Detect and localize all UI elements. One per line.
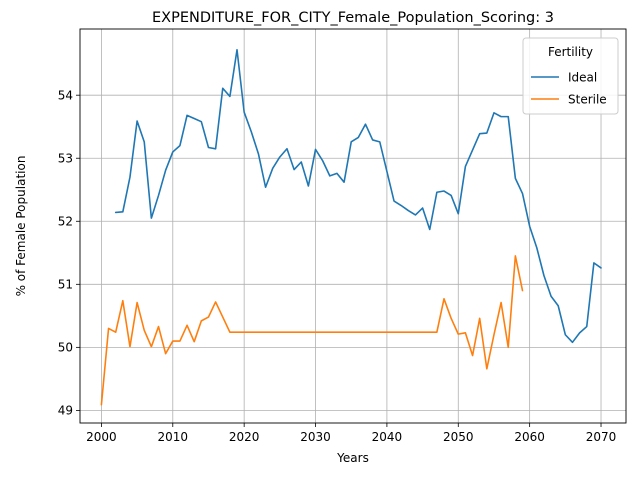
- series-line-ideal: [114, 48, 602, 344]
- y-tick-label: 50: [58, 341, 73, 355]
- series-line-sterile: [100, 255, 524, 406]
- legend-box: [522, 37, 619, 115]
- y-tick-label: 52: [58, 215, 73, 229]
- legend: Fertility Ideal Sterile: [522, 37, 619, 115]
- axis-ticks: 2000 2010 2020 2030 2040 2050 2060 2070 49 50 51 52…: [58, 88, 617, 444]
- legend-entries: Ideal Sterile: [531, 70, 607, 106]
- x-tick-label: 2010: [158, 430, 189, 444]
- y-tick-label: 54: [58, 88, 73, 102]
- series-lines: [100, 48, 602, 406]
- plot-area-frame: [79, 28, 627, 424]
- x-tick-label: 2070: [586, 430, 617, 444]
- y-tick-label: 53: [58, 152, 73, 166]
- x-tick-label: 2060: [514, 430, 545, 444]
- legend-label-sterile: Sterile: [568, 92, 607, 106]
- x-axis-label: Years: [336, 451, 369, 465]
- x-tick-label: 2020: [229, 430, 260, 444]
- y-axis-label: % of Female Population: [14, 156, 28, 297]
- legend-label-ideal: Ideal: [568, 70, 597, 84]
- y-tick-label: 49: [58, 404, 73, 418]
- legend-title: Fertility: [548, 45, 593, 59]
- chart-title: EXPENDITURE_FOR_CITY_Female_Population_S…: [152, 10, 554, 26]
- x-tick-label: 2030: [300, 430, 331, 444]
- x-tick-label: 2000: [86, 430, 117, 444]
- x-tick-label: 2040: [372, 430, 403, 444]
- x-tick-label: 2050: [443, 430, 474, 444]
- y-tick-label: 51: [58, 278, 73, 292]
